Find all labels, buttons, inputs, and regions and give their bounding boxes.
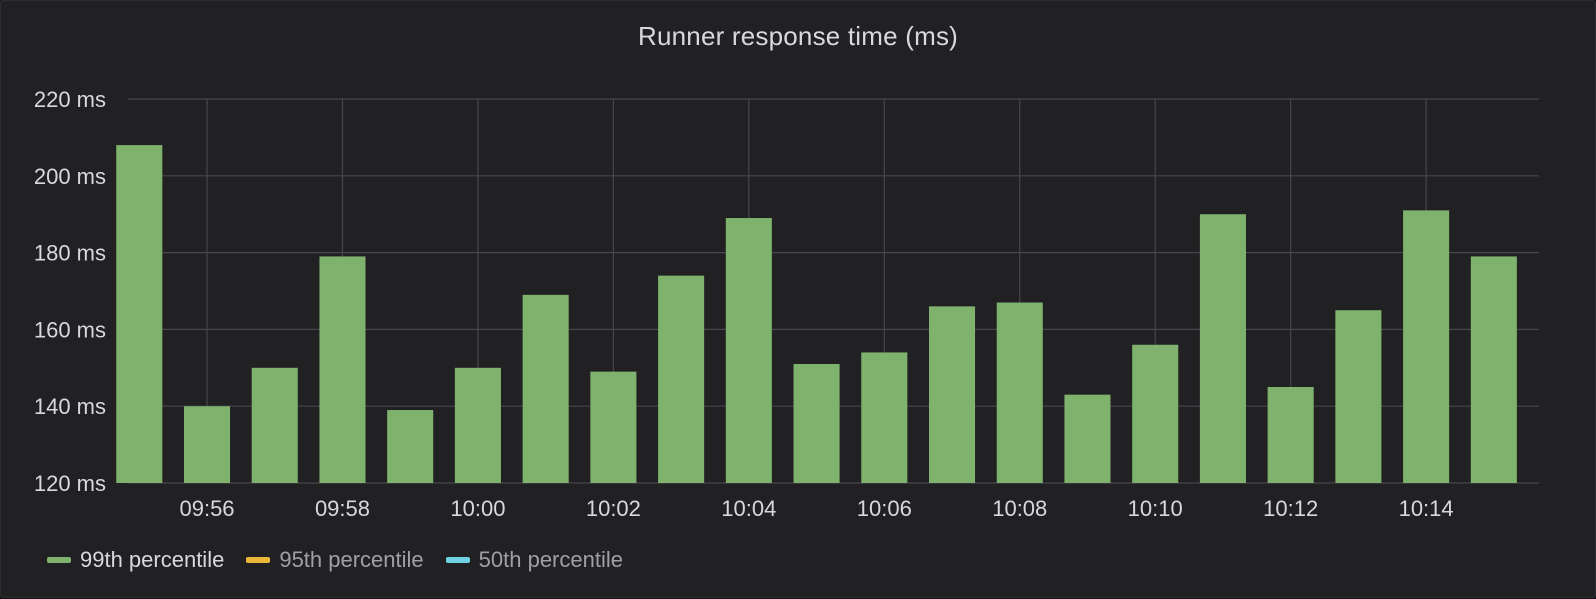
y-tick-label: 140 ms [34, 394, 106, 419]
y-axis: 120 ms 140 ms 160 ms 180 ms 200 ms 220 ms [34, 87, 106, 496]
bar[interactable] [1132, 344, 1179, 483]
legend-swatch [445, 557, 470, 563]
bar-series-99th [116, 145, 1517, 484]
bar[interactable] [1199, 214, 1246, 483]
x-tick-label: 10:06 [857, 496, 912, 521]
bar[interactable] [928, 306, 976, 483]
bar[interactable] [183, 406, 231, 483]
x-tick-label: 10:04 [721, 496, 776, 521]
bar[interactable] [996, 302, 1043, 483]
bar[interactable] [725, 218, 772, 484]
legend-swatch [47, 557, 71, 563]
bar[interactable] [1267, 387, 1314, 483]
bar[interactable] [116, 145, 163, 483]
y-tick-label: 220 ms [34, 87, 106, 112]
bar[interactable] [522, 294, 569, 483]
legend-label: 95th percentile [279, 547, 424, 572]
bar[interactable] [454, 367, 501, 483]
bar[interactable] [658, 275, 705, 483]
x-tick-label: 10:00 [450, 496, 505, 521]
legend-label: 50th percentile [478, 547, 623, 572]
legend-item-95th[interactable]: 95th percentile [246, 547, 424, 573]
panel-title[interactable]: Runner response time (ms) [638, 21, 958, 51]
bar[interactable] [1064, 394, 1111, 483]
x-tick-label: 10:08 [992, 496, 1047, 521]
bar[interactable] [1335, 310, 1382, 483]
legend-item-99th[interactable]: 99th percentile [47, 547, 224, 573]
x-tick-label: 10:10 [1128, 496, 1183, 521]
legend-item-50th[interactable]: 50th percentile [445, 547, 623, 573]
x-tick-label: 10:14 [1399, 496, 1454, 521]
x-tick-label: 09:56 [179, 496, 234, 521]
legend-swatch [246, 557, 271, 563]
y-tick-label: 180 ms [34, 241, 106, 266]
y-tick-label: 120 ms [34, 471, 106, 496]
bar[interactable] [793, 363, 840, 483]
bar[interactable] [861, 352, 908, 483]
bar[interactable] [590, 371, 637, 483]
bar[interactable] [1470, 256, 1517, 483]
bar[interactable] [319, 256, 366, 483]
bar[interactable] [1403, 210, 1450, 484]
x-tick-label: 10:02 [586, 496, 641, 521]
legend: 99th percentile 95th percentile 50th per… [47, 547, 623, 573]
x-tick-label: 10:12 [1263, 496, 1318, 521]
bar[interactable] [251, 367, 298, 483]
y-tick-label: 200 ms [34, 164, 106, 189]
bar[interactable] [387, 410, 434, 483]
x-axis: 09:56 09:58 10:00 10:02 10:04 10:06 10:08 10:10… [179, 496, 1453, 521]
legend-label: 99th percentile [80, 547, 225, 572]
x-tick-label: 09:58 [315, 496, 370, 521]
y-tick-label: 160 ms [34, 317, 106, 342]
